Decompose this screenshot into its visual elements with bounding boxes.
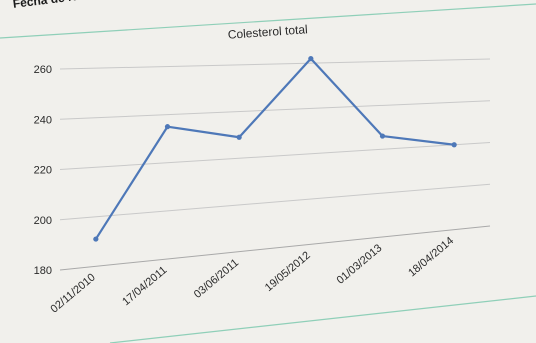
x-tick-label: 17/04/2011 — [120, 264, 169, 308]
y-tick-label: 180 — [34, 265, 52, 277]
series-cholesterol — [93, 56, 457, 242]
chart-group: Colesterol total 180 200 220 240 260 02/11/2… — [34, 22, 491, 316]
frame-line-bottom — [109, 295, 536, 343]
y-axis: 180 200 220 240 260 — [34, 64, 52, 277]
x-tick-label: 19/05/2012 — [263, 249, 313, 294]
frame-line-top — [0, 3, 536, 39]
gridline — [59, 142, 491, 170]
x-tick-label: 03/06/2011 — [192, 257, 241, 301]
y-tick-label: 240 — [34, 114, 52, 126]
x-tick-label: 18/04/2014 — [406, 235, 456, 280]
gridlines — [59, 58, 491, 271]
gridline — [59, 183, 491, 221]
gridline — [59, 58, 491, 70]
data-point — [308, 56, 314, 62]
y-tick-label: 220 — [34, 165, 52, 177]
x-axis: 02/11/2010 17/04/2011 03/06/2011 19/05/2012… — [48, 235, 456, 316]
data-point — [164, 124, 171, 130]
data-point — [236, 134, 242, 140]
y-tick-label: 260 — [34, 64, 52, 76]
y-tick-label: 200 — [34, 215, 52, 227]
x-tick-label: 02/11/2010 — [48, 271, 97, 315]
data-point — [451, 142, 457, 148]
frame-lines — [0, 3, 536, 343]
gridline — [59, 100, 491, 120]
gridline — [59, 225, 491, 271]
chart-title: Colesterol total — [227, 22, 308, 42]
x-tick-label: 01/03/2013 — [335, 242, 385, 287]
series-line — [94, 57, 455, 240]
data-point — [379, 133, 386, 139]
data-point — [93, 236, 99, 242]
